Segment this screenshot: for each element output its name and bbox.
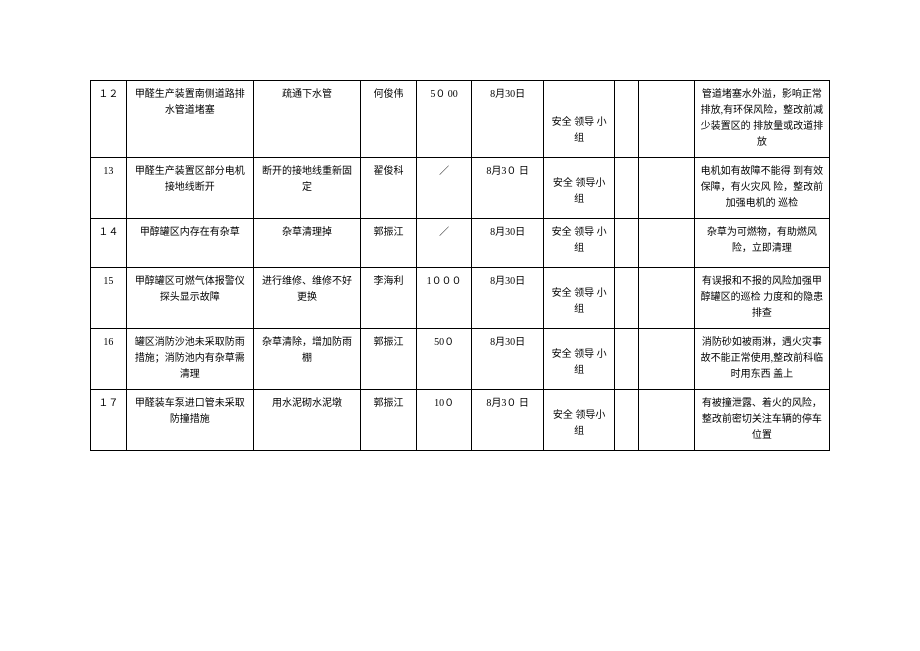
table-row: １４ 甲醇罐区内存在有杂草 杂草清理掉 郭振江 ／ 8月30日 安全 领导 小组… <box>91 219 830 268</box>
cell-cost: 50０ <box>416 329 472 390</box>
cell-issue: 甲醇罐区可燃气体报警仪探头显示故障 <box>126 268 253 329</box>
table-row: 15 甲醇罐区可燃气体报警仪探头显示故障 进行维修、维修不好更换 李海利 1００… <box>91 268 830 329</box>
cell-date: 8月30日 <box>472 329 544 390</box>
cell-cost: 1０００ <box>416 268 472 329</box>
cell-action: 杂草清除，增加防雨棚 <box>253 329 360 390</box>
cell-num: 16 <box>91 329 127 390</box>
cell-blank <box>639 158 695 219</box>
cell-date: 8月30日 <box>472 268 544 329</box>
cell-blank <box>639 81 695 158</box>
cell-action: 用水泥砌水泥墩 <box>253 390 360 451</box>
cell-notes: 电机如有故障不能得 到有效保障，有火灾风 险，整改前加强电机的 巡检 <box>694 158 829 219</box>
cell-person: 李海利 <box>361 268 417 329</box>
cell-check <box>615 329 639 390</box>
cell-date: 8月3０ 日 <box>472 158 544 219</box>
cell-group: 安全 领导 小组 <box>543 219 615 268</box>
cell-num: １７ <box>91 390 127 451</box>
cell-person: 郭振江 <box>361 219 417 268</box>
cell-issue: 甲醛生产装置区部分电机接地线断开 <box>126 158 253 219</box>
table-row: １７ 甲醛装车泵进口管未采取防撞措施 用水泥砌水泥墩 郭振江 10０ 8月3０ … <box>91 390 830 451</box>
cell-action: 断开的接地线重新固定 <box>253 158 360 219</box>
cell-notes: 有误报和不报的风险加强甲醇罐区的巡检 力度和的隐患排查 <box>694 268 829 329</box>
cell-cost: ／ <box>416 219 472 268</box>
cell-notes: 有被撞泄露、着火的风险，整改前密切关注车辆的停车位置 <box>694 390 829 451</box>
cell-group: 安全 领导小 组 <box>543 158 615 219</box>
cell-group: 安全 领导小 组 <box>543 390 615 451</box>
cell-action: 进行维修、维修不好更换 <box>253 268 360 329</box>
cell-cost: ／ <box>416 158 472 219</box>
cell-person: 翟俊科 <box>361 158 417 219</box>
cell-blank <box>639 219 695 268</box>
table-row: 13 甲醛生产装置区部分电机接地线断开 断开的接地线重新固定 翟俊科 ／ 8月3… <box>91 158 830 219</box>
cell-cost: 10０ <box>416 390 472 451</box>
cell-date: 8月3０ 日 <box>472 390 544 451</box>
cell-group: 安全 领导 小组 <box>543 329 615 390</box>
cell-date: 8月30日 <box>472 81 544 158</box>
table-row: １２ 甲醛生产装置南侧道路排水管道堵塞 疏通下水管 何俊伟 5０ 00 8月30… <box>91 81 830 158</box>
cell-person: 郭振江 <box>361 390 417 451</box>
cell-group: 安全 领导 小组 <box>543 81 615 158</box>
cell-person: 何俊伟 <box>361 81 417 158</box>
cell-issue: 甲醛装车泵进口管未采取防撞措施 <box>126 390 253 451</box>
table-body: １２ 甲醛生产装置南侧道路排水管道堵塞 疏通下水管 何俊伟 5０ 00 8月30… <box>91 81 830 451</box>
cell-group: 安全 领导 小组 <box>543 268 615 329</box>
cell-num: 15 <box>91 268 127 329</box>
cell-cost: 5０ 00 <box>416 81 472 158</box>
cell-check <box>615 390 639 451</box>
cell-issue: 甲醛生产装置南侧道路排水管道堵塞 <box>126 81 253 158</box>
cell-check <box>615 158 639 219</box>
cell-issue: 甲醇罐区内存在有杂草 <box>126 219 253 268</box>
cell-date: 8月30日 <box>472 219 544 268</box>
cell-blank <box>639 390 695 451</box>
cell-num: １２ <box>91 81 127 158</box>
cell-blank <box>639 329 695 390</box>
cell-check <box>615 219 639 268</box>
cell-action: 杂草清理掉 <box>253 219 360 268</box>
cell-num: 13 <box>91 158 127 219</box>
table-row: 16 罐区消防沙池未采取防雨措施；消防池内有杂草需清理 杂草清除，增加防雨棚 郭… <box>91 329 830 390</box>
cell-num: １４ <box>91 219 127 268</box>
cell-issue: 罐区消防沙池未采取防雨措施；消防池内有杂草需清理 <box>126 329 253 390</box>
cell-notes: 管道堵塞水外溢，影响正常排放,有环保风险，整改前减少装置区的 排放量或改道排放 <box>694 81 829 158</box>
cell-check <box>615 268 639 329</box>
cell-check <box>615 81 639 158</box>
hazard-table: １２ 甲醛生产装置南侧道路排水管道堵塞 疏通下水管 何俊伟 5０ 00 8月30… <box>90 80 830 451</box>
cell-notes: 杂草为可燃物，有助燃风险，立即清理 <box>694 219 829 268</box>
cell-person: 郭振江 <box>361 329 417 390</box>
cell-action: 疏通下水管 <box>253 81 360 158</box>
cell-notes: 消防砂如被雨淋，遇火灾事故不能正常使用,整改前科临时用东西 盖上 <box>694 329 829 390</box>
cell-blank <box>639 268 695 329</box>
